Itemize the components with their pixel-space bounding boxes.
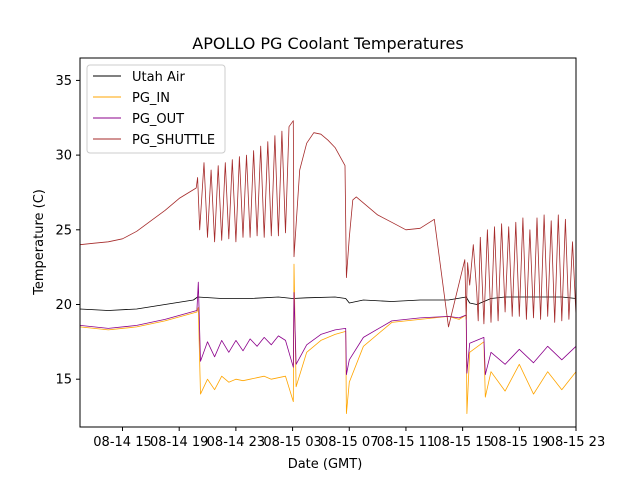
x-tick-label: 08-14 19	[150, 435, 208, 450]
x-tick-label: 08-15 11	[377, 435, 435, 450]
x-tick-label: 08-14 15	[93, 435, 151, 450]
y-tick-label: 20	[55, 298, 72, 313]
series-line-pg-in	[79, 263, 577, 414]
x-tick-label: 08-15 07	[320, 435, 378, 450]
x-axis-label: Date (GMT)	[288, 457, 363, 472]
legend-box	[86, 64, 226, 154]
series-line-pg-out	[79, 281, 577, 376]
x-tick-label: 08-15 15	[433, 435, 491, 450]
legend-label: PG_SHUTTLE	[132, 133, 215, 148]
y-axis-label: Temperature (C)	[32, 189, 47, 296]
axes-frame	[79, 57, 577, 428]
x-tick-label: 08-15 03	[263, 435, 321, 450]
series-layer	[79, 120, 577, 414]
chart-title: APOLLO PG Coolant Temperatures	[192, 34, 463, 53]
legend: Utah Air PG_IN PG_OUT PG_SHUTTLE	[86, 64, 226, 154]
x-tick-label: 08-15 23	[547, 435, 605, 450]
x-tick-label: 08-14 23	[207, 435, 265, 450]
legend-label: Utah Air	[132, 70, 185, 85]
y-tick-label: 35	[55, 74, 72, 89]
y-tick-label: 25	[55, 223, 72, 238]
legend-label: PG_OUT	[132, 112, 184, 127]
series-line-pg-shuttle	[79, 120, 577, 328]
y-tick-label: 15	[55, 373, 72, 388]
x-tick-label: 08-15 19	[490, 435, 548, 450]
y-tick-label: 30	[55, 149, 72, 164]
series-line-utah-air	[79, 296, 577, 311]
legend-label: PG_IN	[132, 91, 170, 106]
